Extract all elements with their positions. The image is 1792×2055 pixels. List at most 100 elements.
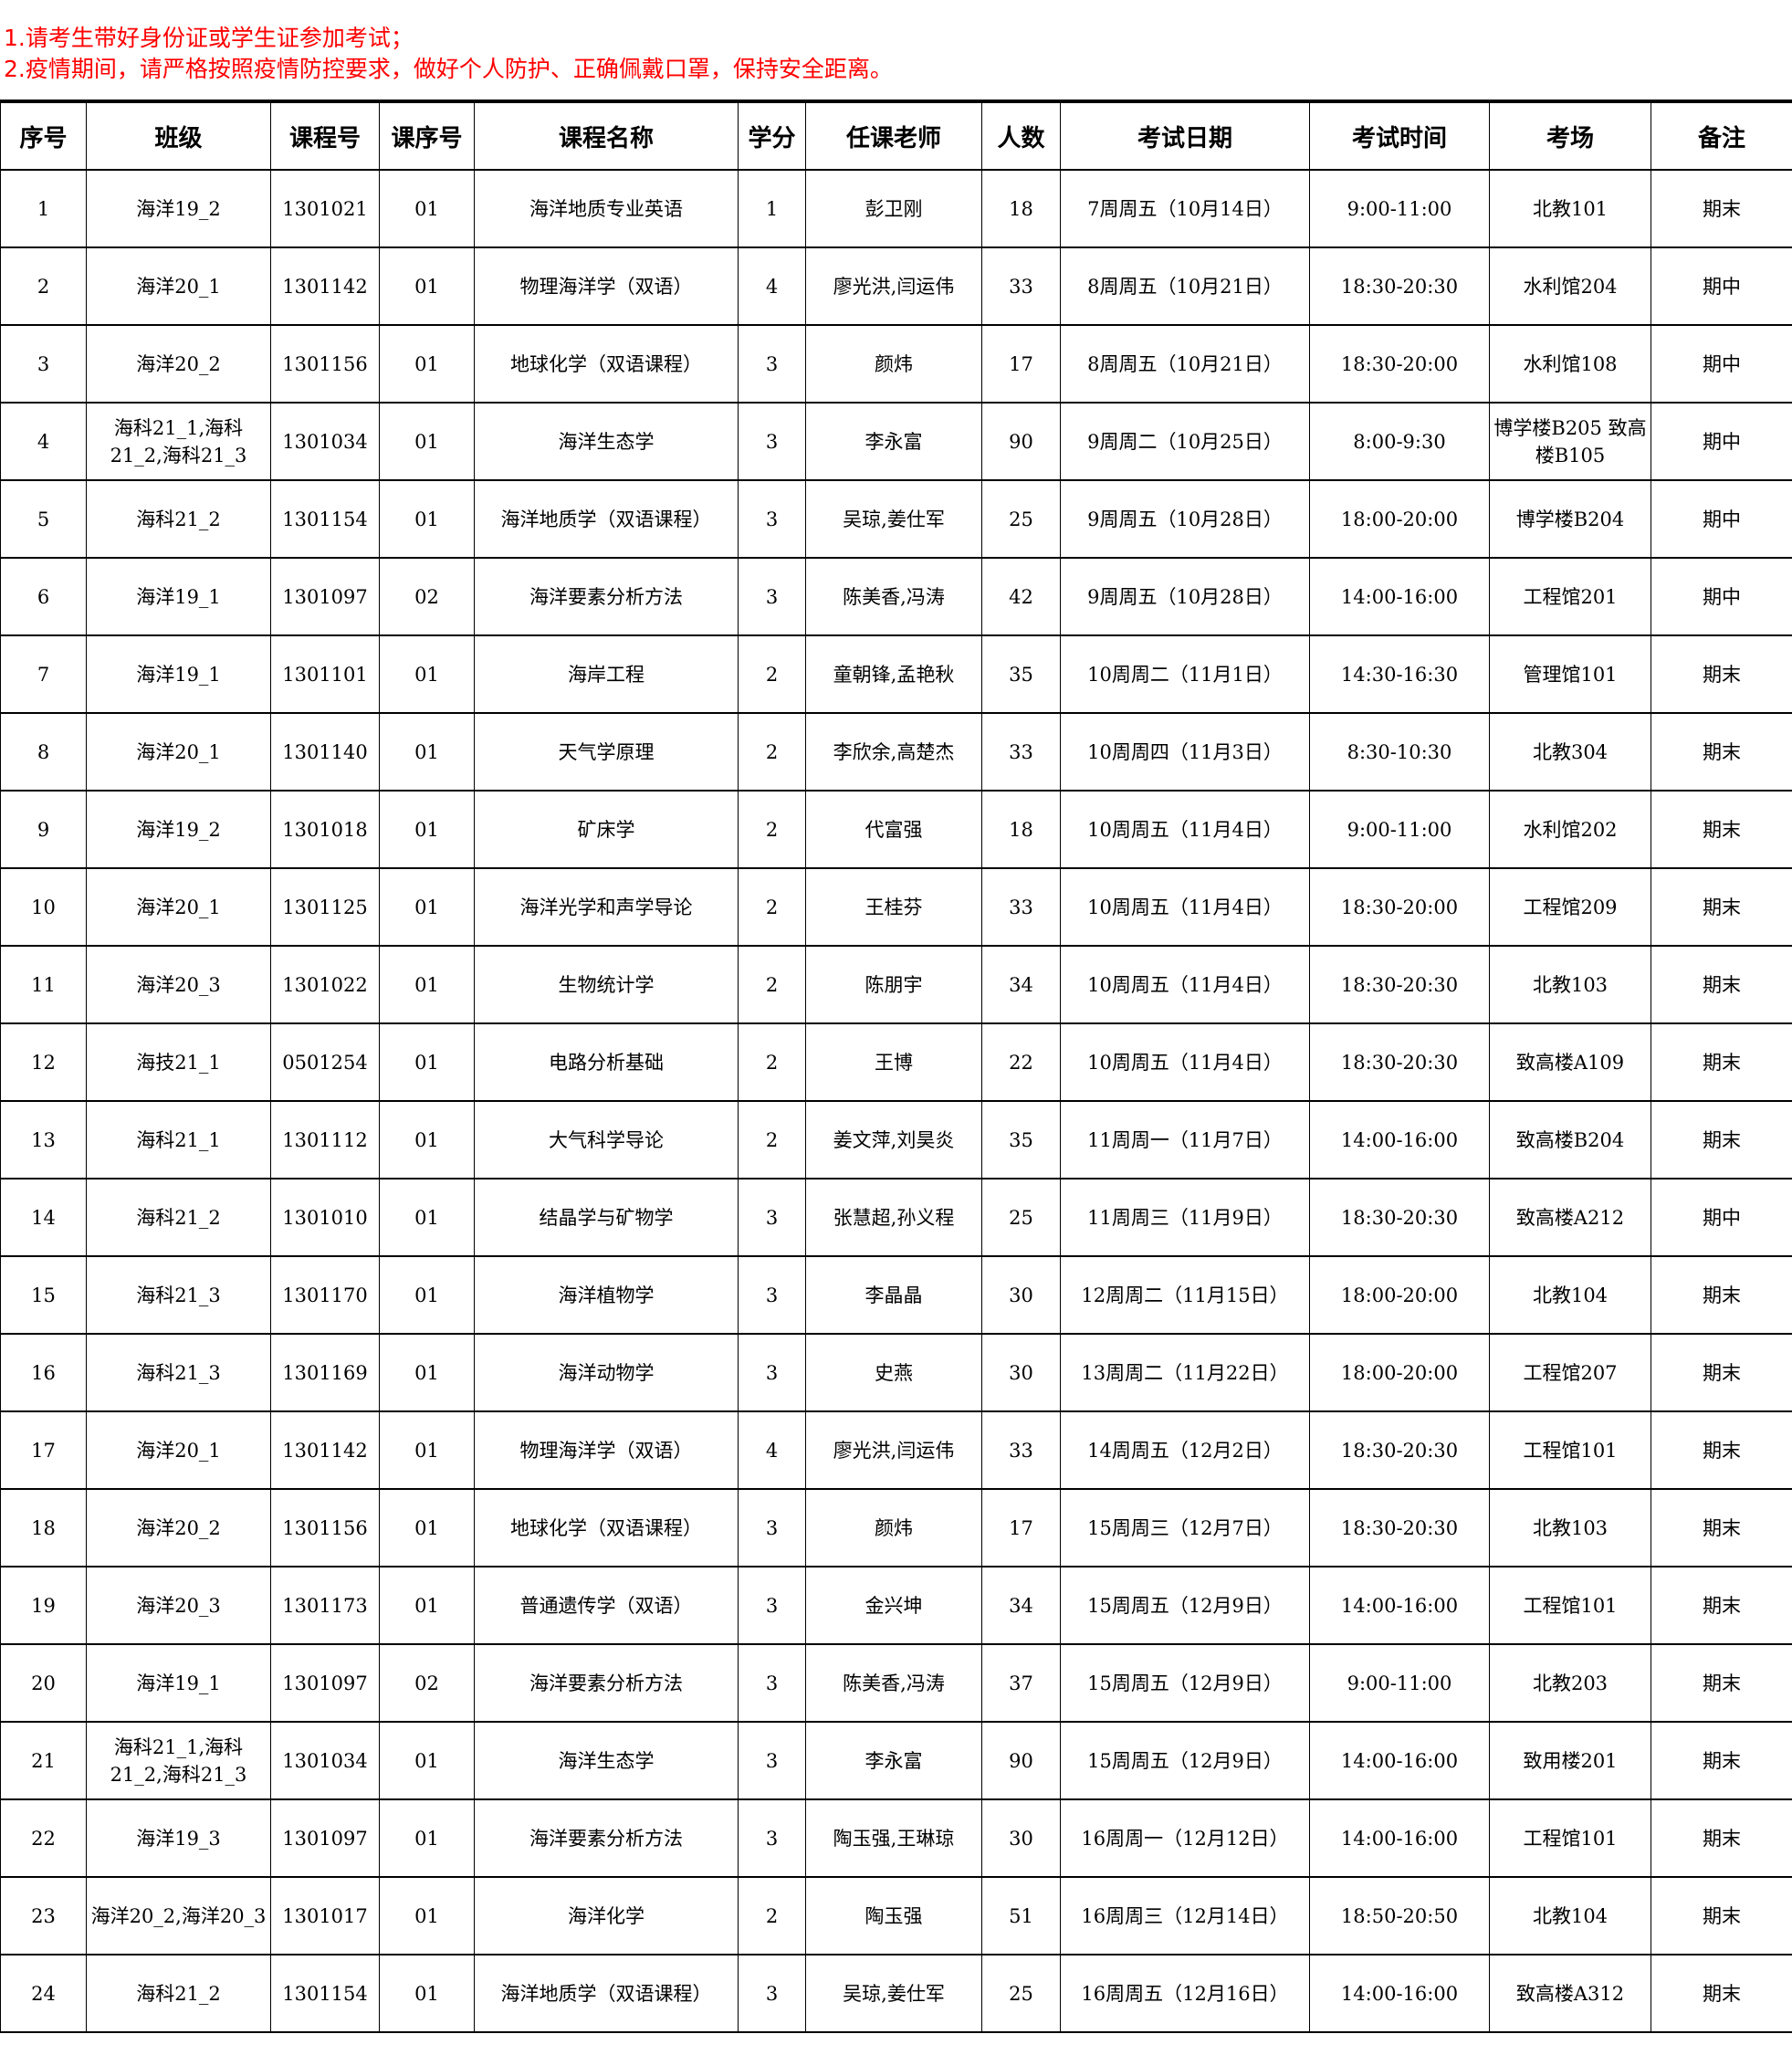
table-row: 6 海洋19_1 1301097 02 海洋要素分析方法 3 陈美香,冯涛 42 9周周五（10… [0, 557, 1792, 636]
table-row: 20 海洋19_1 1301097 02 海洋要素分析方法 3 陈美香,冯涛 37 15周周五（… [0, 1643, 1792, 1723]
table-row: 13 海科21_1 1301112 01 大气科学导论 2 姜文萍,刘昊炎 35 11周周一（1… [0, 1100, 1792, 1180]
cell-credits: 2 [738, 867, 806, 947]
cell-class: 海洋19_2 [86, 790, 271, 869]
cell-seq: 12 [0, 1022, 87, 1102]
cell-remark: 期中 [1651, 324, 1792, 404]
cell-credits: 4 [738, 246, 806, 326]
cell-exam-date: 14周周五（12月2日） [1060, 1410, 1310, 1490]
cell-exam-time: 18:00-20:00 [1309, 1255, 1490, 1335]
table-row: 5 海科21_2 1301154 01 海洋地质学（双语课程） 3 吴琼,姜仕军 25 9周周五… [0, 479, 1792, 559]
cell-count: 35 [981, 634, 1061, 714]
cell-class: 海科21_2 [86, 479, 271, 559]
cell-remark: 期中 [1651, 1178, 1792, 1257]
cell-course-name: 海洋光学和声学导论 [474, 867, 739, 947]
table-row: 12 海技21_1 0501254 01 电路分析基础 2 王博 22 10周周五（11月4日）… [0, 1022, 1792, 1102]
cell-teacher: 张慧超,孙义程 [805, 1178, 982, 1257]
cell-section-no: 01 [379, 1876, 475, 1955]
cell-exam-time: 14:00-16:00 [1309, 1721, 1490, 1800]
cell-seq: 21 [0, 1721, 87, 1800]
cell-exam-date: 13周周二（11月22日） [1060, 1333, 1310, 1412]
cell-section-no: 01 [379, 1100, 475, 1180]
cell-exam-time: 18:30-20:30 [1309, 1022, 1490, 1102]
cell-teacher: 颜炜 [805, 1488, 982, 1567]
cell-teacher: 童朝锋,孟艳秋 [805, 634, 982, 714]
cell-seq: 24 [0, 1954, 87, 2033]
cell-exam-room: 工程馆207 [1489, 1333, 1651, 1412]
notice-line-2: 2.疫情期间，请严格按照疫情防控要求，做好个人防护、正确佩戴口罩，保持安全距离。 [4, 56, 893, 82]
cell-exam-date: 15周周五（12月9日） [1060, 1566, 1310, 1645]
header-exam-room: 考场 [1489, 100, 1651, 171]
cell-count: 90 [981, 1721, 1061, 1800]
cell-exam-room: 致高楼A109 [1489, 1022, 1651, 1102]
cell-exam-room: 致高楼A212 [1489, 1178, 1651, 1257]
cell-course-name: 海岸工程 [474, 634, 739, 714]
table-row: 9 海洋19_2 1301018 01 矿床学 2 代富强 18 10周周五（11月4日） 9:0… [0, 790, 1792, 869]
cell-course-name: 海洋要素分析方法 [474, 557, 739, 636]
cell-count: 18 [981, 790, 1061, 869]
cell-course-name: 结晶学与矿物学 [474, 1178, 739, 1257]
cell-exam-room: 博学楼B204 [1489, 479, 1651, 559]
table-row: 7 海洋19_1 1301101 01 海岸工程 2 童朝锋,孟艳秋 35 10周周二（11月1… [0, 634, 1792, 714]
cell-class: 海技21_1 [86, 1022, 271, 1102]
cell-exam-date: 10周周五（11月4日） [1060, 1022, 1310, 1102]
cell-seq: 5 [0, 479, 87, 559]
cell-seq: 13 [0, 1100, 87, 1180]
cell-credits: 3 [738, 1721, 806, 1800]
cell-exam-time: 14:00-16:00 [1309, 557, 1490, 636]
cell-teacher: 李永富 [805, 402, 982, 481]
table-body: 1 海洋19_2 1301021 01 海洋地质专业英语 1 彭卫刚 18 7周周五（10月14… [0, 169, 1792, 2033]
cell-section-no: 01 [379, 712, 475, 792]
cell-section-no: 01 [379, 1255, 475, 1335]
exam-schedule-table: 序号 班级 课程号 课序号 课程名称 学分 任课老师 人数 考试日期 考试时间 考场 备注 1 海洋19… [0, 100, 1792, 2033]
cell-course-name: 大气科学导论 [474, 1100, 739, 1180]
cell-exam-date: 16周周三（12月14日） [1060, 1876, 1310, 1955]
cell-exam-time: 8:30-10:30 [1309, 712, 1490, 792]
cell-course-no: 1301154 [270, 479, 380, 559]
cell-teacher: 王博 [805, 1022, 982, 1102]
cell-remark: 期末 [1651, 1255, 1792, 1335]
cell-section-no: 01 [379, 324, 475, 404]
cell-course-no: 1301010 [270, 1178, 380, 1257]
cell-class: 海洋19_1 [86, 1643, 271, 1723]
cell-credits: 3 [738, 1798, 806, 1878]
cell-exam-room: 博学楼B205 致高楼B105 [1489, 402, 1651, 481]
table-row: 8 海洋20_1 1301140 01 天气学原理 2 李欣余,高楚杰 33 10周周四（11月… [0, 712, 1792, 792]
cell-class: 海洋19_3 [86, 1798, 271, 1878]
cell-exam-room: 北教103 [1489, 945, 1651, 1024]
cell-seq: 4 [0, 402, 87, 481]
cell-course-name: 电路分析基础 [474, 1022, 739, 1102]
cell-course-no: 0501254 [270, 1022, 380, 1102]
cell-course-name: 天气学原理 [474, 712, 739, 792]
table-row: 2 海洋20_1 1301142 01 物理海洋学（双语） 4 廖光洪,闫运伟 33 8周周五（… [0, 246, 1792, 326]
cell-exam-room: 工程馆209 [1489, 867, 1651, 947]
cell-teacher: 李永富 [805, 1721, 982, 1800]
cell-seq: 20 [0, 1643, 87, 1723]
cell-course-name: 矿床学 [474, 790, 739, 869]
cell-course-no: 1301156 [270, 324, 380, 404]
cell-section-no: 01 [379, 1566, 475, 1645]
table-row: 10 海洋20_1 1301125 01 海洋光学和声学导论 2 王桂芬 33 10周周五（11… [0, 867, 1792, 947]
cell-section-no: 01 [379, 1410, 475, 1490]
cell-course-no: 1301017 [270, 1876, 380, 1955]
cell-section-no: 02 [379, 1643, 475, 1723]
cell-course-no: 1301125 [270, 867, 380, 947]
cell-remark: 期末 [1651, 867, 1792, 947]
cell-class: 海洋20_1 [86, 712, 271, 792]
cell-class: 海科21_1,海科21_2,海科21_3 [86, 1721, 271, 1800]
cell-teacher: 李欣余,高楚杰 [805, 712, 982, 792]
header-teacher: 任课老师 [805, 100, 982, 171]
cell-remark: 期末 [1651, 790, 1792, 869]
cell-course-name: 物理海洋学（双语） [474, 1410, 739, 1490]
cell-credits: 3 [738, 1255, 806, 1335]
cell-exam-room: 工程馆101 [1489, 1798, 1651, 1878]
cell-course-name: 海洋地质学（双语课程） [474, 1954, 739, 2033]
cell-teacher: 吴琼,姜仕军 [805, 479, 982, 559]
cell-class: 海洋19_1 [86, 634, 271, 714]
header-class: 班级 [86, 100, 271, 171]
cell-section-no: 02 [379, 557, 475, 636]
cell-seq: 10 [0, 867, 87, 947]
cell-exam-time: 18:00-20:00 [1309, 479, 1490, 559]
cell-exam-room: 北教104 [1489, 1876, 1651, 1955]
cell-section-no: 01 [379, 169, 475, 248]
cell-section-no: 01 [379, 867, 475, 947]
